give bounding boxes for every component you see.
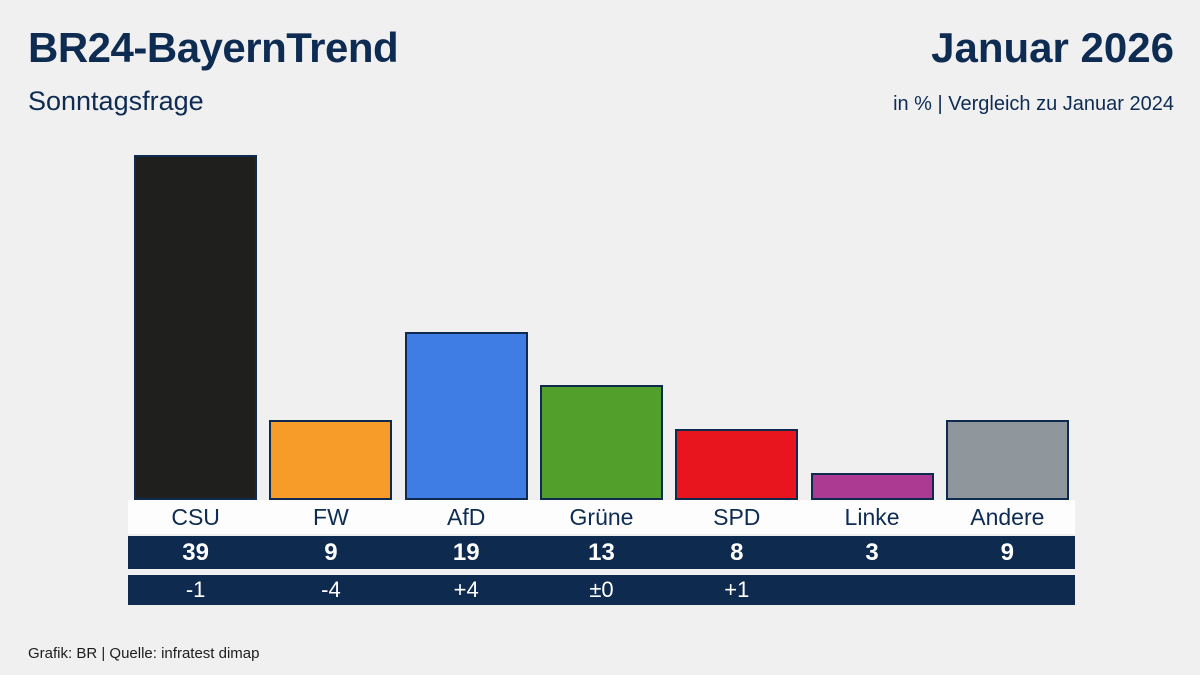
change-csu: -1 [185,577,206,602]
party-label-gruene: Grüne [569,503,634,530]
bar-chart: CSU FW AfD Grüne SPD Linke Andere 39 9 19 13 8 3 9 -… [128,146,1075,605]
source-credit: Grafik: BR | Quelle: infratest dimap [28,645,260,662]
bar-spd [675,429,799,500]
party-label-spd: SPD [713,503,761,530]
value-linke: 3 [865,538,879,566]
party-label-andere: Andere [970,503,1045,530]
header: BR24-BayernTrend Januar 2026 Sonntagsfra… [28,24,1174,117]
bar-fw [269,420,393,500]
bar-afd [404,332,528,500]
bar-column-csu [128,146,263,500]
bars-row [128,146,1075,500]
header-row-title: BR24-BayernTrend Januar 2026 [28,24,1174,72]
value-row: 39 9 19 13 8 3 9 [128,536,1075,569]
party-label-fw: FW [313,503,349,530]
bar-gruene [539,385,663,500]
value-andere: 9 [1000,538,1014,566]
value-gruene: 13 [588,538,615,566]
bar-column-fw [263,146,398,500]
value-fw: 9 [324,538,338,566]
change-row: -1 -4 +4 ±0 +1 [128,575,1075,605]
party-label-csu: CSU [171,503,220,530]
bar-column-linke [804,146,939,500]
party-label-linke: Linke [844,503,900,530]
value-csu: 39 [182,538,209,566]
page-title: BR24-BayernTrend [28,24,399,71]
bar-column-afd [399,146,534,500]
chart-subtitle: Sonntagsfrage [28,86,204,116]
bar-linke [810,473,934,500]
change-gruene: ±0 [589,577,614,602]
party-label-row: CSU FW AfD Grüne SPD Linke Andere [128,500,1075,534]
party-label-afd: AfD [447,503,486,530]
unit-comparison-label: in % | Vergleich zu Januar 2024 [893,93,1174,115]
value-afd: 19 [452,538,480,566]
change-spd: +1 [724,577,750,602]
header-row-subtitle: Sonntagsfrage in % | Vergleich zu Januar… [28,86,1174,117]
bar-andere [945,420,1069,500]
bar-column-andere [940,146,1075,500]
change-afd: +4 [453,577,479,602]
report-date: Januar 2026 [931,24,1174,71]
bar-csu [134,155,258,500]
change-fw: -4 [321,577,341,602]
value-spd: 8 [730,538,744,566]
bar-column-spd [669,146,804,500]
bar-column-gruene [534,146,669,500]
